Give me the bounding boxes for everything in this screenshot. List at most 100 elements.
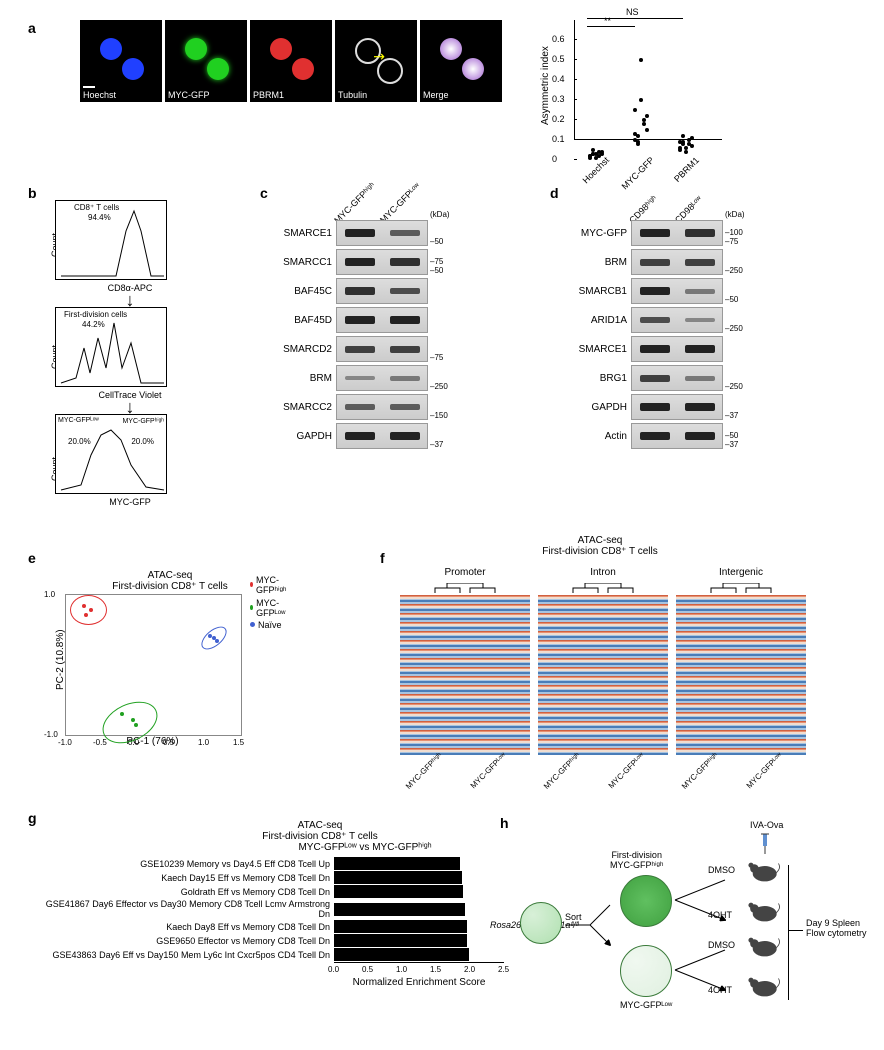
panel-g-barchart: ATAC-seq First-division CD8⁺ T cells MYC… [40, 820, 520, 988]
kda-label: (kDa) [725, 210, 745, 219]
x-tick: PBRM1 [659, 155, 701, 197]
bar-fill [334, 903, 465, 916]
data-point [639, 98, 643, 102]
bar-row: GSE9650 Effector vs Memory CD8 Tcell Dn [40, 934, 520, 947]
heatmap-suptitle: ATAC-seq First-division CD8⁺ T cells [500, 535, 700, 557]
blot-image [631, 278, 723, 304]
heatmap: PromoterMYC-GFPʰⁱᵍʰMYC-GFPᴸᵒʷ [400, 595, 530, 755]
cell-icon [620, 945, 672, 997]
data-point [588, 156, 592, 160]
y-tick: -1.0 [44, 730, 58, 739]
micro-tubulin: ↘ Tubulin [335, 20, 417, 102]
bar-row: Goldrath Eff vs Memory CD8 Tcell Dn [40, 885, 520, 898]
micro-label: Merge [423, 90, 449, 100]
panel-a: Hoechst MYC-GFP PBRM1 ↘ Tubulin [80, 20, 874, 160]
x-axis-label: Normalized Enrichment Score [334, 977, 504, 988]
panel-label-b: b [28, 185, 37, 201]
data-point [684, 150, 688, 154]
data-point [633, 108, 637, 112]
kda-marker: –250 [725, 382, 743, 391]
y-tick: 0.2 [552, 114, 565, 124]
panel-label-d: d [550, 185, 559, 201]
blot-row: SMARCE1 [565, 336, 743, 362]
mouse-icon [745, 935, 781, 959]
heatmap-xlabel: MYC-GFPʰⁱᵍʰ [680, 751, 720, 791]
data-point [208, 634, 212, 638]
data-point [687, 142, 691, 146]
data-point [633, 132, 637, 136]
blot-protein-name: BRM [270, 373, 336, 384]
arrow-down-icon: ↓ [55, 402, 205, 412]
mouse-icon [745, 860, 781, 884]
readout-label: Day 9 Spleen Flow cytometry [806, 918, 867, 938]
x-tick: 0.0 [328, 965, 339, 974]
cell-icon [620, 875, 672, 927]
syringe-icon [758, 832, 772, 856]
kda-marker: –250 [430, 382, 448, 391]
kda-marker: –50 –37 [725, 431, 738, 449]
blot-protein-name: ARID1A [565, 315, 631, 326]
heatmap-title: Intron [538, 567, 668, 578]
y-tick: 0.1 [552, 134, 565, 144]
y-tick: 0.5 [552, 54, 565, 64]
micro-label: Tubulin [338, 90, 367, 100]
hi-label: First-division MYC-GFPʰⁱᵍʰ [610, 850, 663, 871]
micro-mycgfp: MYC-GFP [165, 20, 247, 102]
blot-row: BAF45C [270, 278, 448, 304]
bar-fill [334, 920, 467, 933]
micro-label: PBRM1 [253, 90, 284, 100]
x-tick: 1.0 [198, 738, 209, 747]
data-point [600, 150, 604, 154]
bar-fill [334, 885, 463, 898]
blot-row: MYC-GFP–100 –75 [565, 220, 743, 246]
x-tick: 0.5 [163, 738, 174, 747]
panel-b: Count CD8⁺ T cells 94.4% CD8α-APC ↓ Coun… [55, 200, 205, 511]
blot-row: SMARCC1–75 –50 [270, 249, 448, 275]
sig-label: NS [626, 7, 639, 17]
blot-image [631, 423, 723, 449]
bar-fill [334, 934, 467, 947]
heatmap-xlabel: MYC-GFPᴸᵒʷ [607, 751, 646, 790]
kda-marker: –250 [725, 324, 743, 333]
blot-protein-name: SMARCB1 [565, 286, 631, 297]
treatment-label: DMSO [708, 940, 735, 950]
blot-row: BRM –250 [270, 365, 448, 391]
blot-image [631, 365, 723, 391]
panel-label-c: c [260, 185, 268, 201]
panel-c-blots: MYC-GFPʰⁱᵍʰ MYC-GFPᴸᵒʷ (kDa) SMARCE1–50S… [270, 220, 448, 452]
heatmap-title: Intergenic [676, 567, 806, 578]
cell-icon [520, 902, 562, 944]
data-point [89, 608, 93, 612]
blot-row: BAF45D [270, 307, 448, 333]
blot-image [336, 220, 428, 246]
blot-image [631, 394, 723, 420]
blot-row: SMARCB1–50 [565, 278, 743, 304]
y-axis-label: PC-2 (10.8%) [55, 629, 66, 690]
x-tick: MYC-GFP [614, 155, 656, 197]
data-point [636, 140, 640, 144]
data-point [678, 146, 682, 150]
blot-image [336, 336, 428, 362]
kda-marker: –37 [725, 411, 738, 420]
data-point [639, 58, 643, 62]
heatmap: IntronMYC-GFPʰⁱᵍʰMYC-GFPᴸᵒʷ [538, 595, 668, 755]
micro-merge: Merge [420, 20, 502, 102]
heatmap-title: Promoter [400, 567, 530, 578]
flow-plot-cd8: CD8⁺ T cells 94.4% [55, 200, 167, 280]
chart-title: ATAC-seq First-division CD8⁺ T cells [120, 820, 520, 842]
blot-image [631, 307, 723, 333]
treatment-label: DMSO [708, 865, 735, 875]
kda-marker: –75 [430, 353, 443, 362]
bar-row: GSE43863 Day6 Eff vs Day150 Mem Ly6c Int… [40, 948, 520, 961]
blot-protein-name: BAF45C [270, 286, 336, 297]
blot-protein-name: BRG1 [565, 373, 631, 384]
x-tick: 2.0 [464, 965, 475, 974]
blot-row: GAPDH–37 [270, 423, 448, 449]
treatment-label: 4OHT [708, 985, 732, 995]
panel-d-blots: CD98ʰⁱᵍʰ CD98ᴸᵒʷ (kDa) MYC-GFP–100 –75BR… [565, 220, 743, 452]
bar-label: GSE10239 Memory vs Day4.5 Eff CD8 Tcell … [40, 859, 334, 869]
bar-label: GSE43863 Day6 Eff vs Day150 Mem Ly6c Int… [40, 950, 334, 960]
x-tick: 1.5 [233, 738, 244, 747]
panel-h-schematic: Rosa26ᶜʳᵉᴱᴿᵀ²Arid1aᶠˡ/ᶠˡ OT-I Sort First… [510, 840, 880, 1040]
blot-image [336, 249, 428, 275]
